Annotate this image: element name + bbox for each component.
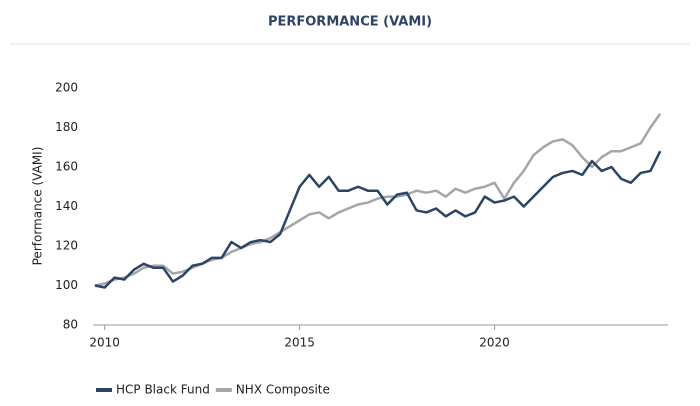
y-axis-label: Performance (VAMI)	[31, 147, 45, 266]
y-tick-label: 160	[55, 160, 78, 174]
y-tick-label: 200	[55, 81, 78, 95]
series-line	[94, 150, 662, 289]
y-tick-label: 140	[55, 199, 78, 213]
x-tick-label: 2015	[284, 336, 315, 350]
y-tick-label: 100	[55, 278, 78, 292]
y-tick-label: 80	[63, 318, 78, 332]
legend-label: NHX Composite	[236, 383, 330, 397]
x-tick-label: 2020	[479, 336, 510, 350]
legend-label: HCP Black Fund	[116, 383, 210, 397]
x-tick-label: 2010	[89, 336, 120, 350]
y-tick-label: 120	[55, 239, 78, 253]
chart-title: PERFORMANCE (VAMI)	[268, 15, 432, 30]
series-line	[94, 112, 662, 287]
y-tick-label: 180	[55, 120, 78, 134]
